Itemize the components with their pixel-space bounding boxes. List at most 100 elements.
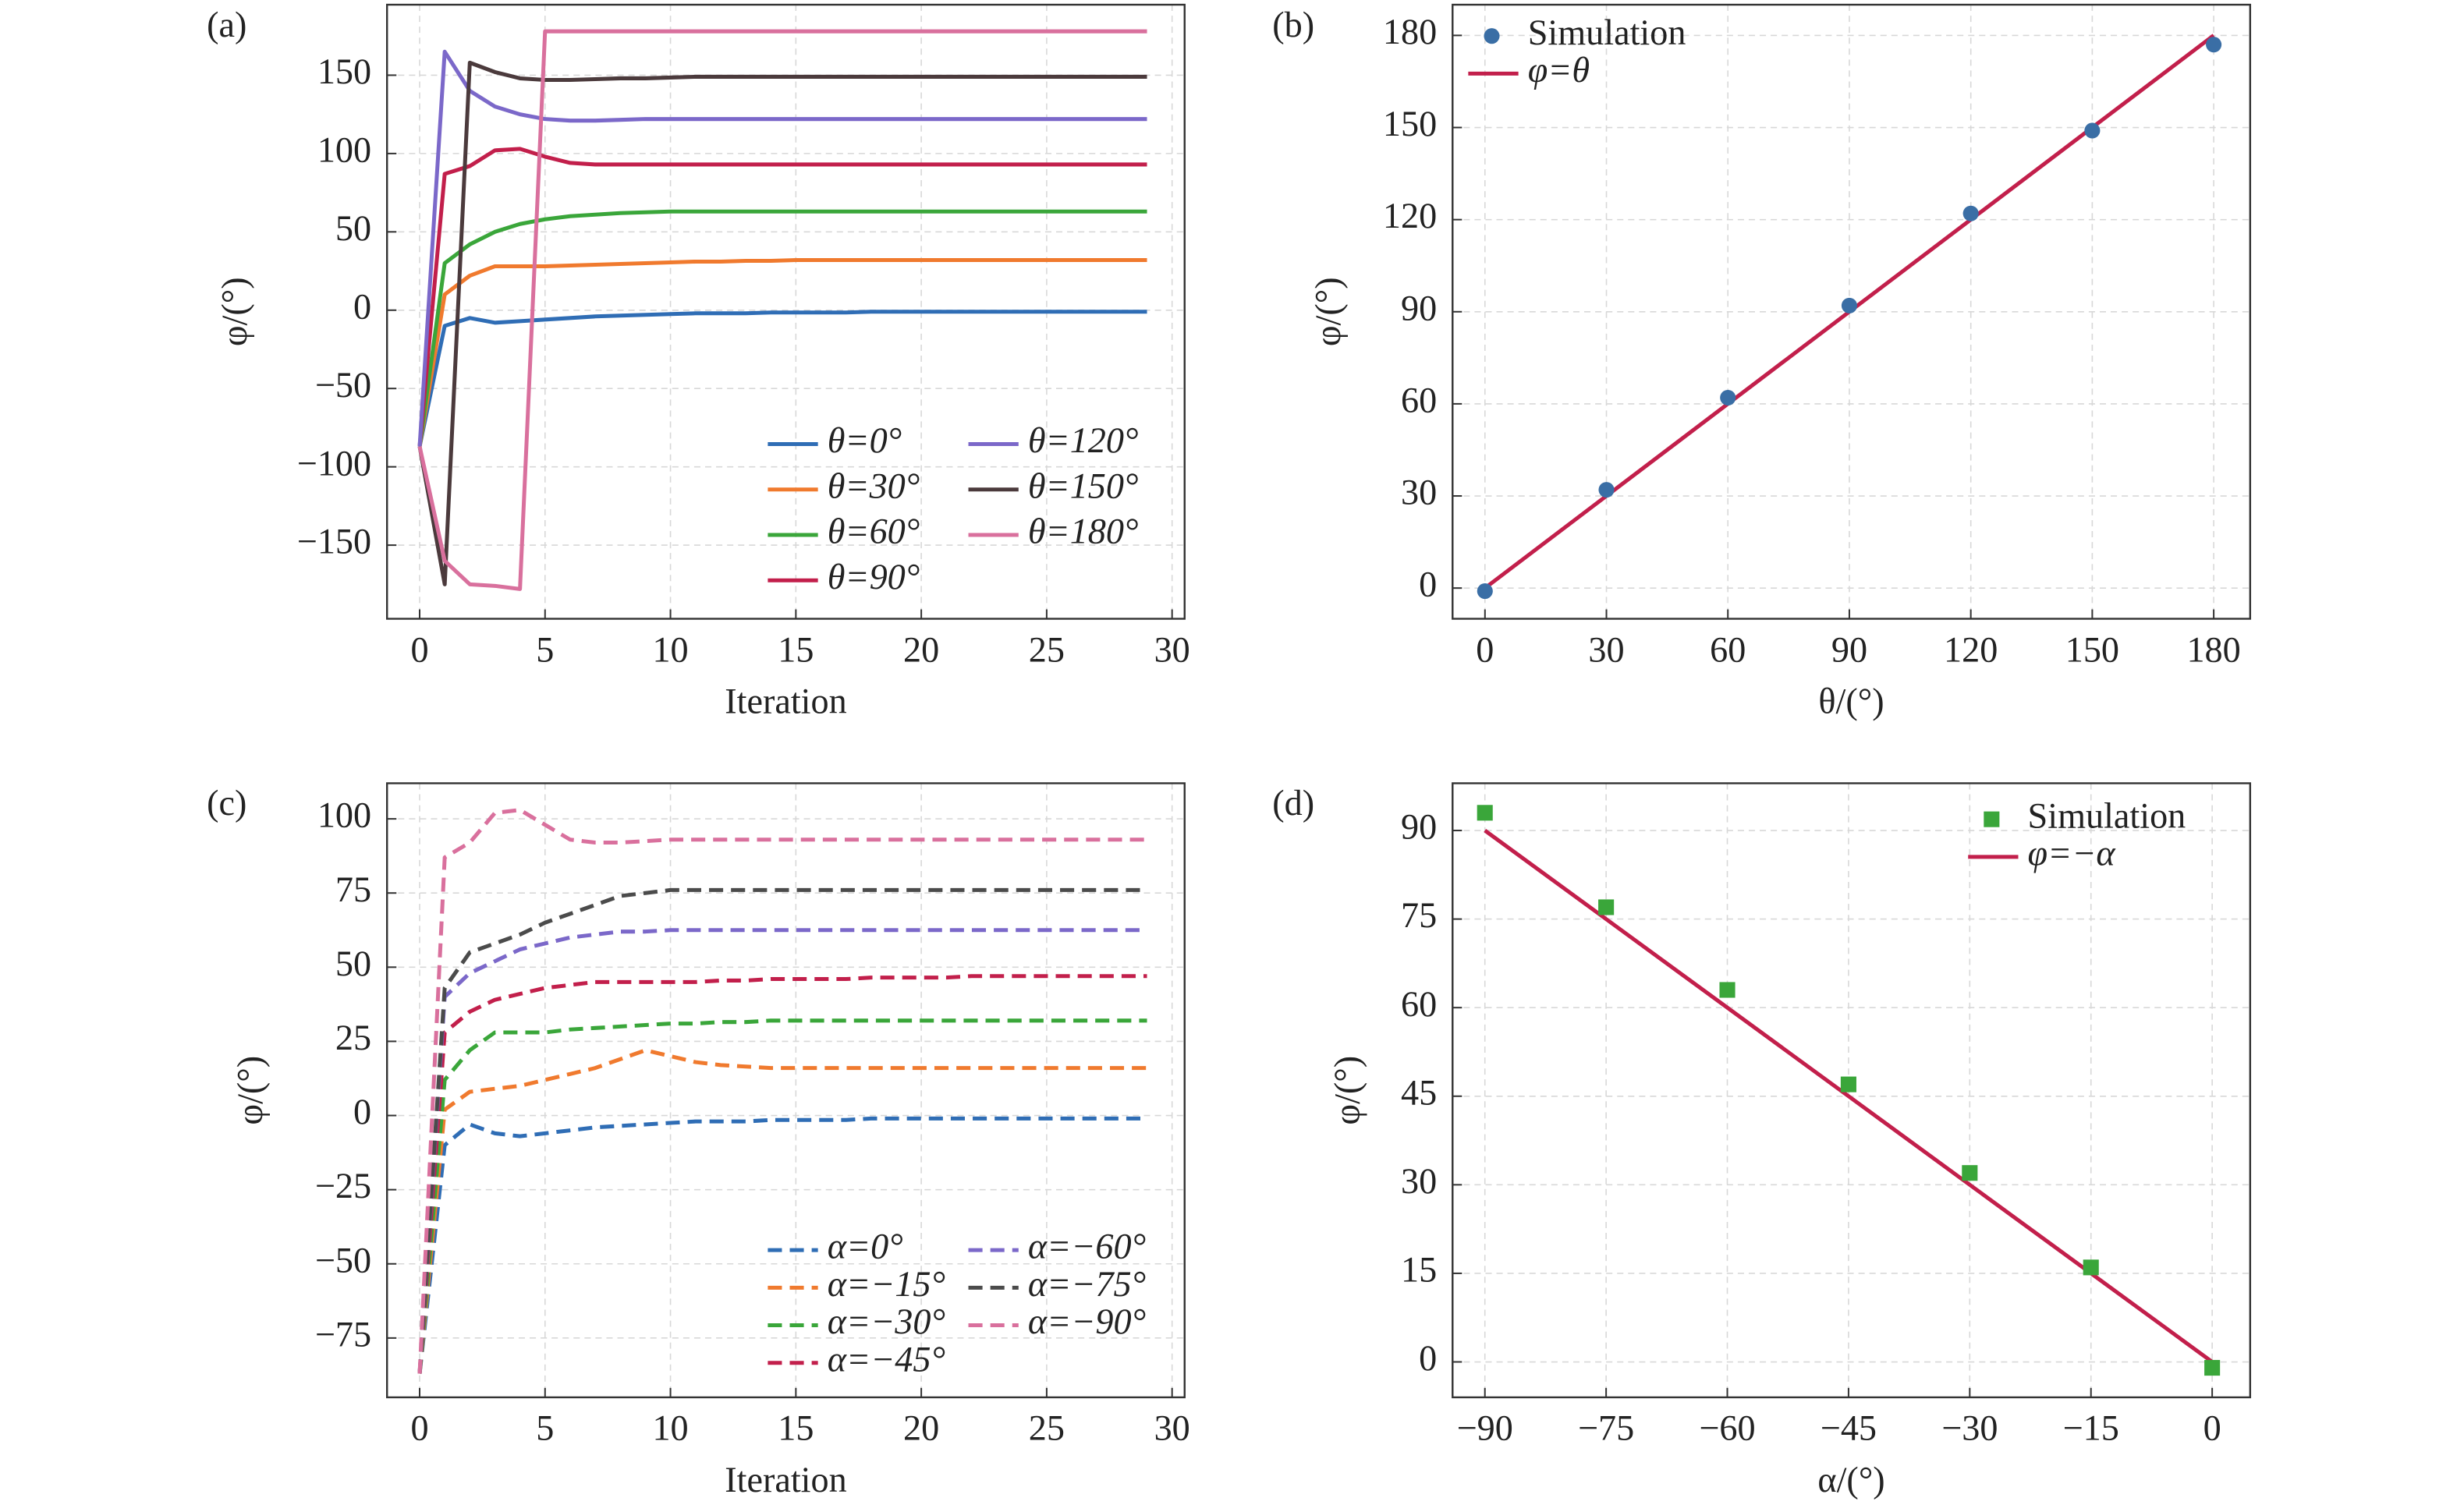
data-point: [1720, 389, 1736, 406]
panel-label: (c): [207, 783, 246, 823]
x-tick-label: 20: [903, 629, 939, 669]
x-tick-label: 15: [778, 1408, 814, 1448]
legend-label: Simulation: [1528, 12, 1686, 52]
legend-label: α=−60°: [1028, 1227, 1146, 1266]
x-tick-label: −75: [1578, 1408, 1634, 1448]
y-tick-label: 180: [1383, 12, 1437, 51]
panel-label: (b): [1272, 5, 1314, 44]
legend-label: θ=0°: [828, 420, 902, 460]
legend-label: α=0°: [828, 1227, 903, 1266]
y-axis-label: φ/(°): [1308, 277, 1348, 346]
subplot: 0 5 10 15 20 25 30 −75 −50 −25 0 25 50 75 100 (c) Iterat…: [207, 782, 1190, 1500]
y-tick-label: 50: [335, 208, 371, 248]
x-tick-label: 180: [2186, 629, 2240, 669]
legend-label: α=−15°: [828, 1264, 945, 1304]
y-tick-label: 60: [1401, 984, 1437, 1024]
y-tick-label: 30: [1401, 1161, 1437, 1201]
y-axis-label: φ/(°): [230, 1056, 270, 1125]
y-tick-label: −25: [315, 1166, 371, 1206]
x-tick-label: 120: [1944, 629, 1998, 669]
plot-frame: [386, 3, 1186, 620]
panel-label: (a): [207, 5, 246, 44]
y-tick-label: 150: [1383, 104, 1437, 143]
data-line: [417, 887, 1147, 1374]
legend-label: θ=60°: [828, 512, 920, 551]
x-tick-label: 5: [536, 1408, 554, 1448]
y-tick-label: 0: [353, 1092, 371, 1131]
y-tick-label: 15: [1401, 1250, 1437, 1290]
y-tick-label: 100: [317, 795, 371, 835]
x-tick-label: 20: [903, 1408, 939, 1448]
data-point: [1719, 982, 1736, 998]
x-tick-label: 150: [2065, 629, 2119, 669]
x-axis-label: α/(°): [1817, 1460, 1884, 1500]
data-line: [417, 29, 1147, 591]
data-line: [417, 1048, 1147, 1374]
y-tick-label: 150: [317, 51, 371, 91]
plot-frame: [1452, 3, 2252, 620]
x-tick-label: 25: [1029, 629, 1065, 669]
y-tick-label: 45: [1401, 1072, 1437, 1112]
x-tick-label: 10: [652, 629, 688, 669]
legend-label: φ=−α: [2028, 833, 2117, 873]
legend: α=0°α=−15°α=−30°α=−45° α=−60°α=−75°α=−90°: [768, 1227, 1146, 1379]
legend-swatch: [1984, 811, 2000, 827]
data-line: [417, 808, 1147, 1374]
legend-label: θ=180°: [1028, 512, 1139, 551]
data-line: [417, 310, 1147, 448]
x-tick-label: −60: [1699, 1408, 1755, 1448]
x-tick-label: −15: [2063, 1408, 2119, 1448]
data-point: [1962, 205, 1979, 221]
x-tick-label: 10: [652, 1408, 688, 1448]
x-tick-label: −45: [1821, 1408, 1877, 1448]
x-tick-label: −90: [1457, 1408, 1513, 1448]
x-tick-label: −30: [1941, 1408, 1998, 1448]
data-line: [417, 1116, 1147, 1374]
data-point: [2084, 122, 2101, 139]
legend-label: φ=θ: [1528, 50, 1590, 90]
y-tick-label: 0: [1419, 1338, 1437, 1378]
x-tick-label: 60: [1710, 629, 1746, 669]
y-tick-label: 0: [353, 286, 371, 326]
subplot: 0 30 60 90 120 150 180 0 30 60 90 120 150 180 (b) θ/(°)…: [1272, 3, 2252, 721]
legend-label: θ=30°: [828, 466, 920, 505]
legend-label: θ=90°: [828, 557, 920, 597]
legend-label: θ=150°: [1028, 466, 1139, 505]
data-point: [1598, 899, 1615, 915]
data-point: [1598, 482, 1615, 498]
data-point: [1841, 297, 1857, 313]
y-tick-label: 75: [1401, 895, 1437, 935]
x-axis-label: Iteration: [725, 1460, 846, 1500]
plot-frame: [1452, 782, 2252, 1399]
y-tick-label: −75: [315, 1314, 371, 1354]
x-tick-label: 25: [1029, 1408, 1065, 1448]
data-point: [1477, 583, 1493, 600]
y-tick-label: 25: [335, 1018, 371, 1057]
data-point: [1840, 1076, 1856, 1092]
y-tick-label: 100: [317, 129, 371, 169]
x-tick-label: 0: [1476, 629, 1494, 669]
data-line: [417, 209, 1147, 447]
plot-frame: [386, 782, 1186, 1399]
y-tick-label: 75: [335, 869, 371, 909]
data-line: [417, 60, 1147, 586]
x-tick-label: 0: [410, 1408, 428, 1448]
y-tick-label: 30: [1401, 473, 1437, 512]
data-point: [2204, 1360, 2221, 1376]
y-tick-label: −50: [315, 1240, 371, 1280]
x-axis-label: Iteration: [725, 682, 846, 721]
data-line: [417, 974, 1147, 1374]
legend-label: α=−90°: [1028, 1301, 1146, 1341]
x-tick-label: 30: [1588, 629, 1624, 669]
y-axis-label: φ/(°): [214, 277, 254, 346]
y-tick-label: 120: [1383, 196, 1437, 235]
x-tick-label: 90: [1831, 629, 1867, 669]
x-tick-label: 30: [1154, 629, 1190, 669]
legend-label: Simulation: [2028, 795, 2186, 835]
data-line: [417, 257, 1147, 447]
data-point: [1962, 1165, 1978, 1181]
y-tick-label: −150: [297, 522, 371, 561]
legend-label: α=−30°: [828, 1301, 945, 1341]
